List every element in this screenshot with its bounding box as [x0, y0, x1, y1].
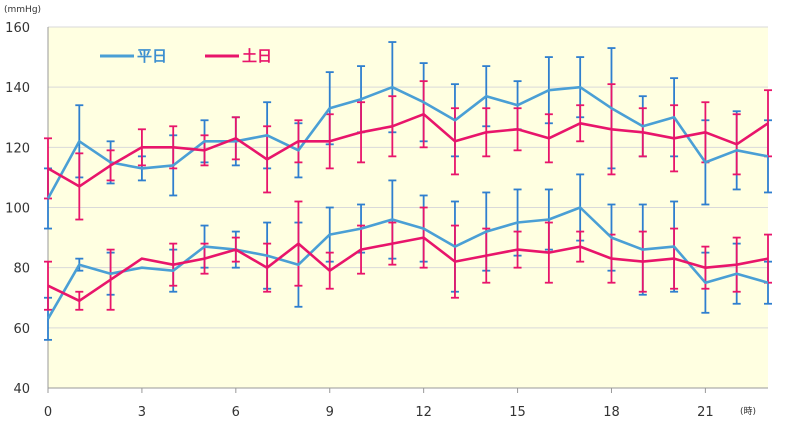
x-tick-label-6: 6: [232, 405, 240, 420]
x-tick-label-9: 9: [326, 405, 334, 420]
series-line-weekend-3: [47, 236, 769, 303]
x-tick-label-12: 12: [415, 405, 432, 420]
legend-label-weekday: 平日: [137, 47, 167, 65]
series-line-weekday-0: [46, 85, 769, 200]
x-tick-label-0: 0: [44, 405, 52, 420]
y-tick-label-60: 60: [13, 322, 30, 337]
y-tick-label-160: 160: [5, 21, 30, 36]
x-tick-label-21: 21: [697, 405, 714, 420]
x-tick-label-3: 3: [138, 405, 146, 420]
y-tick-label-120: 120: [5, 141, 30, 156]
legend: 平日 土日: [100, 47, 272, 65]
legend-label-weekend: 土日: [242, 47, 272, 65]
series-lines: [46, 85, 769, 320]
tick-labels: 40 60 80 100 120 140 160 0 3 6 9 12 15 18 21: [5, 21, 713, 420]
x-axis-unit-label: (時): [740, 406, 756, 417]
y-tick-label-80: 80: [13, 262, 30, 277]
series-line-weekend-1: [47, 112, 769, 188]
x-tick-label-18: 18: [603, 405, 620, 420]
y-tick-label-40: 40: [13, 382, 30, 397]
y-tick-label-100: 100: [5, 202, 30, 217]
x-tick-label-15: 15: [509, 405, 526, 420]
series-line-weekday-2: [46, 206, 769, 320]
y-tick-label-140: 140: [5, 81, 30, 96]
y-axis-unit-label: (mmHg): [4, 5, 41, 15]
